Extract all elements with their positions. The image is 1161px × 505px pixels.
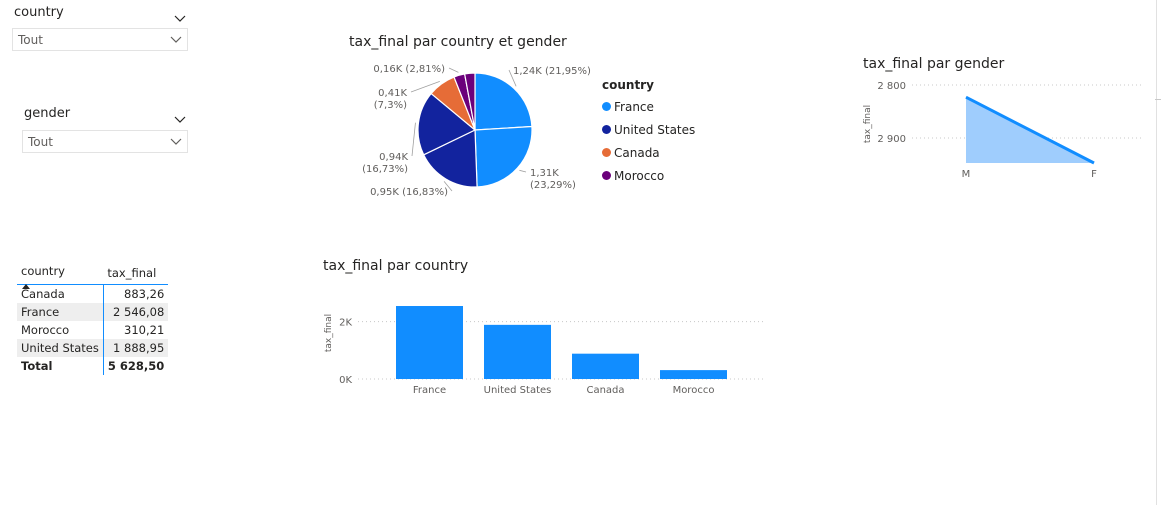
gender-slicer-collapse-icon[interactable] [174, 109, 186, 128]
pie-leader-line [410, 81, 440, 93]
pie-chart[interactable]: 1,24K (21,95%) 1,31K (23,29%) 0,95K (16,83%… [340, 56, 600, 206]
pie-leader-line [508, 69, 517, 87]
area-line[interactable] [965, 95, 1095, 165]
table-cell-value: 2 546,08 [102, 302, 169, 321]
table-row[interactable]: United States 1 888,95 [17, 338, 169, 357]
table-cell-value: 310,21 [102, 320, 169, 339]
area-x-tick: M [962, 169, 971, 180]
bar-france[interactable] [396, 306, 463, 379]
legend-swatch [602, 171, 611, 180]
table-total-row: Total 5 628,50 [17, 356, 169, 375]
table-cell-value: 883,26 [102, 284, 169, 303]
bar-canada[interactable] [572, 353, 639, 379]
legend-swatch [602, 125, 611, 134]
area-chart[interactable]: tax_final 2 800 2 900 M F [858, 76, 1148, 184]
bar-morocco[interactable] [660, 370, 727, 379]
country-slicer-collapse-icon[interactable] [174, 8, 186, 27]
table-cell-country: Canada [21, 286, 65, 301]
gender-slicer-value: Tout [28, 134, 53, 149]
country-slicer-title: country [14, 5, 64, 20]
legend-swatch [602, 148, 611, 157]
area-chart-title: tax_final par gender [863, 56, 1005, 72]
bar-chart[interactable]: tax_final 0K 2K France United States Canada Mo… [318, 292, 768, 400]
gender-slicer-title: gender [24, 106, 71, 121]
pie-slice-france[interactable] [474, 125, 533, 188]
table-row[interactable]: Canada 883,26 [17, 284, 169, 303]
pie-data-label: 0,94K (16,73%) [362, 152, 408, 175]
column-header-tax-final[interactable]: tax_final [107, 266, 157, 280]
bar-y-axis-title: tax_final [324, 314, 334, 352]
pie-slice-united-states[interactable] [417, 92, 477, 156]
legend-swatch [602, 102, 611, 111]
area-x-tick: F [1091, 169, 1097, 180]
column-header-country[interactable]: country [17, 264, 103, 289]
sort-ascending-icon [21, 278, 99, 289]
pie-leader-line [519, 169, 527, 173]
pie-slice-united-states[interactable] [422, 129, 478, 188]
table-row[interactable]: France 2 546,08 [17, 302, 169, 321]
pie-data-label: 0,16K (2,81%) [373, 64, 445, 75]
chevron-down-icon [170, 135, 187, 149]
table-total-label: Total [21, 358, 53, 373]
bar-x-tick: United States [484, 385, 552, 396]
pie-leader-line [411, 122, 416, 157]
table-total-value: 5 628,50 [102, 356, 169, 375]
pie-data-label: 1,24K (21,95%) [513, 66, 591, 77]
table-cell-value: 1 888,95 [102, 338, 169, 357]
country-slicer-value: Tout [18, 32, 43, 47]
area-y-axis-title: tax_final [863, 105, 873, 143]
legend-item-canada[interactable]: Canada [602, 141, 695, 164]
pie-data-label: 0,95K (16,83%) [370, 187, 448, 198]
canvas-edge-marker [1155, 99, 1161, 100]
pie-leader-line [443, 181, 453, 192]
table-cell-country: Morocco [21, 322, 70, 337]
gender-slicer-dropdown[interactable]: Tout [22, 130, 188, 153]
canvas-edge [1156, 0, 1157, 505]
legend-item-morocco[interactable]: Morocco [602, 164, 695, 187]
table-row[interactable]: Morocco 310,21 [17, 320, 169, 339]
pie-chart-title: tax_final par country et gender [349, 34, 567, 50]
pie-slice-france[interactable] [474, 72, 533, 131]
bar-x-tick: France [413, 385, 446, 396]
country-slicer-dropdown[interactable]: Tout [12, 28, 188, 51]
area-y-tick: 2 900 [877, 134, 906, 145]
pie-slice-morocco[interactable] [463, 72, 476, 131]
pie-data-label: 1,31K (23,29%) [530, 168, 576, 191]
table-cell-country: France [17, 302, 104, 321]
legend-title: country [602, 78, 654, 92]
legend-item-france[interactable]: France [602, 95, 695, 118]
bar-united-states[interactable] [484, 324, 551, 379]
legend-item-united-states[interactable]: United States [602, 118, 695, 141]
table-cell-country: United States [17, 338, 104, 357]
bar-y-tick: 0K [339, 375, 352, 386]
bar-y-tick: 2K [339, 318, 352, 329]
bar-x-tick: Morocco [673, 385, 715, 396]
area-y-tick: 2 800 [877, 81, 906, 92]
chevron-down-icon [170, 33, 187, 47]
pie-data-label: 0,41K (7,3%) [374, 88, 408, 111]
bar-x-tick: Canada [586, 385, 624, 396]
bar-chart-title: tax_final par country [323, 258, 469, 274]
country-tax-table: country tax_final Canada 883,26 France 2… [17, 264, 169, 375]
pie-leader-line [448, 67, 459, 73]
